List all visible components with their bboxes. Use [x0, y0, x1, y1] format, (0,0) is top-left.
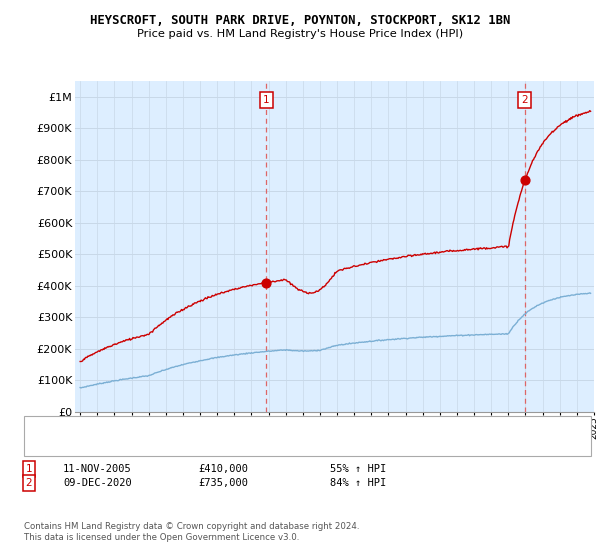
Text: 2: 2	[25, 478, 32, 488]
Text: This data is licensed under the Open Government Licence v3.0.: This data is licensed under the Open Gov…	[24, 533, 299, 542]
Text: 55% ↑ HPI: 55% ↑ HPI	[330, 464, 386, 474]
Text: 84% ↑ HPI: 84% ↑ HPI	[330, 478, 386, 488]
Text: £410,000: £410,000	[198, 464, 248, 474]
Text: 2: 2	[521, 95, 528, 105]
Text: HEYSCROFT, SOUTH PARK DRIVE, POYNTON, STOCKPORT, SK12 1BN (detached house): HEYSCROFT, SOUTH PARK DRIVE, POYNTON, ST…	[69, 422, 491, 432]
Text: Price paid vs. HM Land Registry's House Price Index (HPI): Price paid vs. HM Land Registry's House …	[137, 29, 463, 39]
Point	[520, 176, 529, 185]
Text: £735,000: £735,000	[198, 478, 248, 488]
Text: 1: 1	[25, 464, 32, 474]
Text: HEYSCROFT, SOUTH PARK DRIVE, POYNTON, STOCKPORT, SK12 1BN: HEYSCROFT, SOUTH PARK DRIVE, POYNTON, ST…	[90, 14, 510, 27]
Text: HPI: Average price, detached house, Cheshire East: HPI: Average price, detached house, Ches…	[69, 440, 317, 450]
Text: Contains HM Land Registry data © Crown copyright and database right 2024.: Contains HM Land Registry data © Crown c…	[24, 522, 359, 531]
Point	[262, 278, 271, 287]
Text: 09-DEC-2020: 09-DEC-2020	[63, 478, 132, 488]
Text: 1: 1	[263, 95, 269, 105]
Text: 11-NOV-2005: 11-NOV-2005	[63, 464, 132, 474]
